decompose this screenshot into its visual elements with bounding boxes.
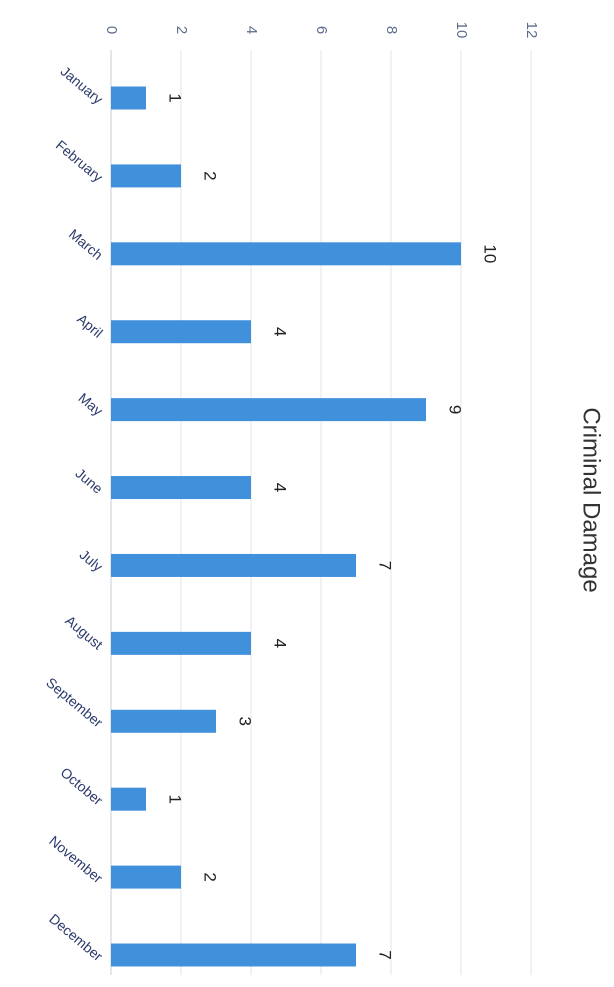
bar [111, 320, 251, 344]
x-tick-label: August [62, 612, 106, 652]
data-label: 10 [481, 244, 500, 263]
data-label: 2 [201, 872, 220, 881]
y-tick-label: 8 [383, 26, 400, 34]
data-label: 4 [271, 327, 290, 336]
bar [111, 164, 181, 188]
data-label: 1 [166, 794, 185, 803]
data-label: 2 [201, 171, 220, 180]
x-tick-label: March [66, 226, 106, 263]
data-label: 4 [271, 639, 290, 648]
bar [111, 709, 216, 733]
data-label: 4 [271, 483, 290, 492]
x-tick-label: February [53, 137, 106, 185]
y-tick-label: 10 [453, 22, 470, 39]
x-tick-label: June [72, 465, 106, 497]
y-tick-label: 0 [103, 26, 120, 34]
chart-title: Criminal Damage [578, 407, 605, 592]
bar [111, 553, 356, 577]
bar [111, 476, 251, 500]
data-label: 7 [376, 950, 395, 959]
x-tick-label: July [77, 546, 106, 574]
y-tick-label: 6 [313, 26, 330, 34]
y-tick-label: 4 [243, 26, 260, 34]
bar [111, 865, 181, 889]
bar [111, 943, 356, 967]
bar [111, 398, 426, 422]
x-tick-label: October [58, 764, 107, 808]
x-tick-label: May [75, 390, 106, 419]
data-label: 9 [446, 405, 465, 414]
data-label: 1 [166, 93, 185, 102]
x-tick-label: December [46, 910, 106, 964]
x-tick-label: January [58, 63, 106, 107]
bar [111, 86, 146, 110]
y-tick-label: 12 [523, 22, 540, 39]
y-tick-label: 2 [173, 26, 190, 34]
data-label: 3 [236, 717, 255, 726]
x-tick-label: November [46, 832, 106, 886]
data-label: 7 [376, 561, 395, 570]
bar [111, 242, 461, 266]
x-tick-label: September [43, 674, 106, 730]
bar [111, 787, 146, 811]
bar [111, 631, 251, 655]
x-tick-label: April [74, 311, 106, 341]
